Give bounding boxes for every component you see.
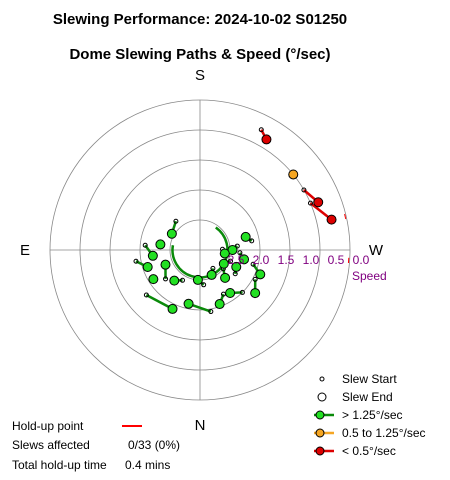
speed-tick-label: 1.5 bbox=[278, 253, 295, 267]
slew-end-point bbox=[160, 259, 171, 270]
stat-value: 0.4 mins bbox=[125, 458, 170, 472]
chart-title: Slewing Performance: 2024-10-02 S01250 bbox=[53, 11, 347, 28]
legend-label: < 0.5°/sec bbox=[342, 444, 396, 458]
slew-end-point bbox=[225, 288, 236, 299]
slew-end-point bbox=[167, 303, 178, 314]
slew-start-point bbox=[180, 277, 185, 283]
slew-start-point bbox=[173, 218, 179, 224]
slew-end-point bbox=[183, 298, 194, 309]
slew-end-point bbox=[214, 299, 225, 310]
slew-start-point bbox=[201, 282, 207, 288]
slew-end-point bbox=[147, 250, 158, 261]
slew-start-point bbox=[228, 258, 234, 264]
slew-start-point bbox=[258, 127, 264, 133]
slew-end-point bbox=[231, 261, 242, 272]
slew-end-point bbox=[288, 169, 299, 180]
stat-label: Hold-up point bbox=[12, 419, 84, 433]
slew-start-point bbox=[252, 276, 258, 282]
slew-start-point bbox=[142, 242, 148, 248]
speed-tick-label: 2.0 bbox=[253, 253, 270, 267]
legend-entry: > 1.25°/sec bbox=[314, 408, 403, 422]
holdup-stats: Hold-up point Slews affected 0/33 (0%) Tota… bbox=[12, 419, 180, 472]
compass-e-label: E bbox=[20, 242, 30, 259]
slew-start-point bbox=[239, 289, 245, 295]
legend-label: > 1.25°/sec bbox=[342, 408, 403, 422]
slew-end-point bbox=[166, 228, 177, 239]
slew-end-point bbox=[313, 197, 324, 208]
slew-start-point bbox=[143, 292, 149, 298]
legend: Slew Start Slew End > 1.25°/sec 0.5 to 1.25… bbox=[314, 372, 426, 458]
speed-tick-label: 0.5 bbox=[328, 253, 345, 267]
slew-end-point bbox=[169, 275, 180, 286]
speed-tick-labels: 2.5 2.0 1.5 1.0 0.5 0.0 bbox=[228, 253, 370, 267]
slew-end-point bbox=[220, 272, 231, 283]
legend-dot-icon bbox=[315, 410, 325, 420]
speed-tick-label: 1.0 bbox=[303, 253, 320, 267]
speed-axis-label: Speed bbox=[352, 269, 387, 283]
slew-end-point bbox=[255, 269, 266, 280]
slew-marks bbox=[133, 127, 350, 315]
slew-end-point bbox=[148, 274, 159, 285]
slew-start-point bbox=[301, 187, 307, 193]
slew-start-point bbox=[208, 309, 214, 315]
legend-label: Slew Start bbox=[342, 372, 397, 386]
slew-end-point bbox=[142, 261, 153, 272]
legend-dot-icon bbox=[315, 446, 325, 456]
slew-start-point bbox=[133, 258, 139, 264]
slew-end-point bbox=[218, 258, 229, 269]
slew-end-point bbox=[250, 288, 261, 299]
slew-end-point bbox=[206, 269, 217, 280]
slew-end-point bbox=[326, 214, 337, 225]
slew-end-point bbox=[219, 248, 230, 259]
compass-s-label: S bbox=[195, 67, 205, 84]
slew-end-point bbox=[155, 239, 166, 250]
slew-end-point bbox=[192, 274, 203, 285]
speed-tick-label: 2.5 bbox=[228, 253, 245, 267]
speed-tick-label: 0.0 bbox=[353, 253, 370, 267]
compass-n-label: N bbox=[195, 417, 206, 434]
legend-entry: < 0.5°/sec bbox=[314, 444, 396, 458]
stat-value: 0/33 (0%) bbox=[128, 438, 180, 452]
stat-label: Slews affected bbox=[12, 438, 90, 452]
legend-entry: Slew Start bbox=[319, 372, 397, 386]
legend-label: Slew End bbox=[342, 390, 393, 404]
holdup-mark bbox=[344, 213, 347, 220]
slew-start-point bbox=[250, 261, 256, 267]
slew-start-point bbox=[307, 200, 313, 206]
chart-subtitle: Dome Slewing Paths & Speed (°/sec) bbox=[69, 46, 330, 63]
slew-start-point bbox=[249, 238, 255, 244]
slew-start-point bbox=[237, 250, 243, 256]
slew-end-point bbox=[239, 254, 250, 265]
legend-entry: 0.5 to 1.25°/sec bbox=[314, 426, 426, 440]
legend-dot-icon bbox=[315, 428, 325, 438]
stat-label: Total hold-up time bbox=[12, 458, 107, 472]
legend-start-icon bbox=[319, 376, 325, 382]
legend-label: 0.5 to 1.25°/sec bbox=[342, 426, 426, 440]
polar-grid bbox=[49, 99, 351, 401]
compass-w-label: W bbox=[369, 242, 384, 259]
slew-end-point bbox=[261, 134, 272, 145]
legend-end-icon bbox=[317, 392, 327, 402]
legend-entry: Slew End bbox=[317, 390, 393, 404]
slew-start-point bbox=[163, 276, 169, 282]
slew-end-point bbox=[240, 231, 251, 242]
